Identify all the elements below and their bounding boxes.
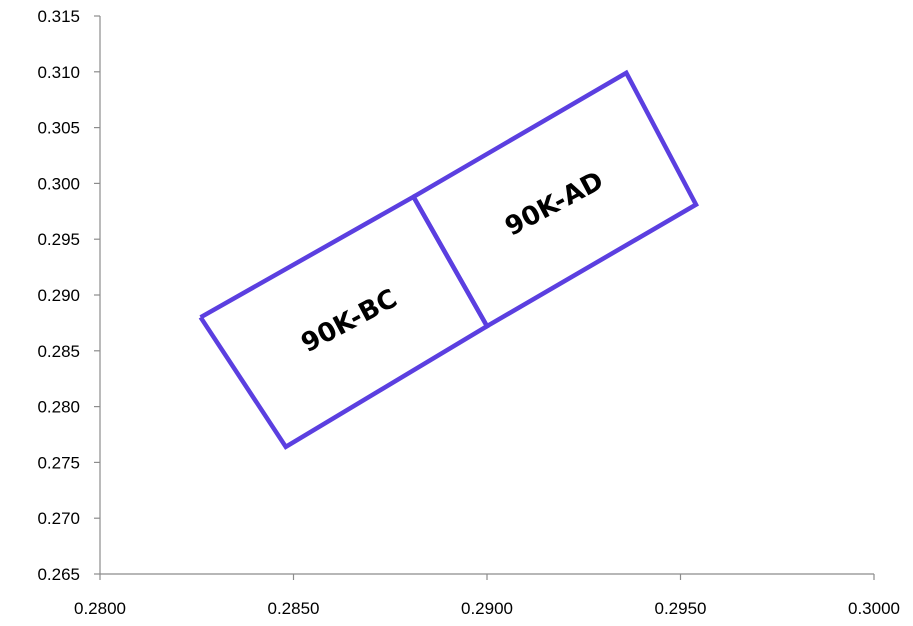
x-tick-label: 0.3000	[848, 599, 900, 618]
region-label-90k-ad: 90K-AD	[500, 166, 608, 243]
y-tick-label: 0.310	[37, 63, 80, 82]
y-tick-label: 0.280	[37, 398, 80, 417]
region-90k-ad	[411, 69, 699, 330]
y-tick-label: 0.285	[37, 342, 80, 361]
region-label-90k-bc: 90K-BC	[297, 284, 403, 359]
y-tick-label: 0.290	[37, 286, 80, 305]
x-tick-label: 0.2800	[74, 599, 126, 618]
y-tick-label: 0.275	[37, 453, 80, 472]
x-tick-label: 0.2900	[461, 599, 513, 618]
y-tick-label: 0.315	[37, 7, 80, 26]
axes	[94, 15, 875, 580]
y-tick-label: 0.270	[37, 509, 80, 528]
y-tick-label: 0.295	[37, 230, 80, 249]
x-tick-label: 0.2850	[268, 599, 320, 618]
y-tick-label: 0.305	[37, 119, 80, 138]
tick-labels: 0.265 0.270 0.275 0.280 0.285 0.290 0.295 0.300…	[37, 7, 900, 618]
chart-regions	[198, 69, 699, 450]
y-tick-label: 0.265	[37, 565, 80, 584]
y-tick-label: 0.300	[37, 174, 80, 193]
x-tick-label: 0.2950	[655, 599, 707, 618]
